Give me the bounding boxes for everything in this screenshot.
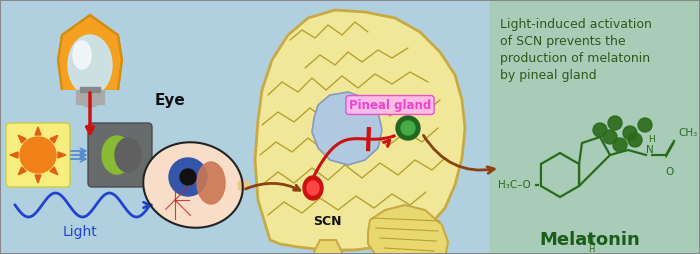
Polygon shape [58, 15, 122, 90]
Bar [0, 0, 490, 254]
Polygon shape [10, 152, 18, 158]
Circle shape [623, 126, 637, 140]
Ellipse shape [180, 169, 196, 185]
Text: H: H [588, 245, 594, 254]
FancyBboxPatch shape [88, 123, 152, 187]
Circle shape [613, 138, 627, 152]
Text: N: N [646, 145, 654, 155]
Polygon shape [18, 135, 26, 143]
Polygon shape [50, 167, 58, 175]
Ellipse shape [169, 158, 207, 196]
Ellipse shape [102, 136, 132, 174]
Bar [80, 87, 100, 92]
Text: H: H [648, 135, 654, 144]
Polygon shape [35, 127, 41, 135]
Text: Light: Light [62, 225, 97, 239]
Bar [76, 95, 104, 99]
Ellipse shape [197, 162, 225, 204]
Ellipse shape [83, 101, 97, 107]
Text: CH₃: CH₃ [678, 128, 697, 138]
Text: H₃C–O: H₃C–O [498, 180, 531, 190]
Polygon shape [368, 205, 448, 254]
Polygon shape [35, 175, 41, 183]
Circle shape [638, 118, 652, 132]
Polygon shape [50, 135, 58, 143]
Circle shape [20, 137, 56, 173]
Polygon shape [255, 10, 465, 250]
Polygon shape [312, 92, 382, 165]
Text: Pineal gland: Pineal gland [349, 99, 431, 112]
Bar [76, 90, 104, 94]
Circle shape [396, 116, 420, 140]
Ellipse shape [303, 176, 323, 200]
Circle shape [603, 130, 617, 144]
Ellipse shape [115, 138, 141, 172]
Polygon shape [58, 152, 66, 158]
Polygon shape [314, 240, 342, 254]
Bar [490, 0, 700, 254]
Circle shape [628, 133, 642, 147]
Text: N: N [587, 235, 595, 245]
Text: Eye: Eye [155, 92, 186, 107]
Text: Melatonin: Melatonin [540, 231, 640, 249]
Ellipse shape [144, 142, 243, 228]
Polygon shape [18, 167, 26, 175]
Ellipse shape [307, 181, 319, 195]
Circle shape [401, 121, 415, 135]
FancyBboxPatch shape [6, 123, 70, 187]
Ellipse shape [68, 35, 112, 95]
Bar [76, 100, 104, 104]
Bar [238, 181, 248, 189]
Ellipse shape [73, 41, 91, 69]
Text: SCN: SCN [313, 215, 342, 228]
Circle shape [593, 123, 607, 137]
Text: Light-induced activation
of SCN prevents the
production of melatonin
by pineal g: Light-induced activation of SCN prevents… [500, 18, 652, 82]
Text: O: O [666, 167, 674, 177]
Circle shape [608, 116, 622, 130]
